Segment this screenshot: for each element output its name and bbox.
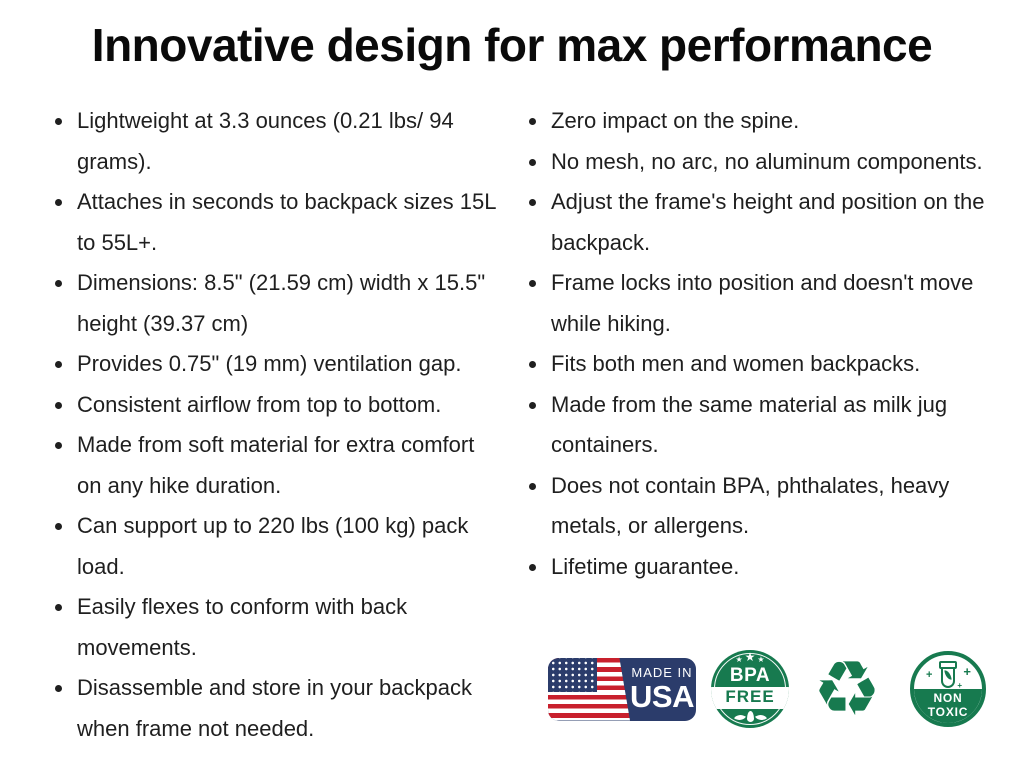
badge-row: MADE IN USA ★ ★ ★ BPA FREE ♻ + + + NON — [548, 650, 986, 728]
non-toxic-art: + + + — [914, 655, 982, 690]
feature-list-right: Zero impact on the spine.No mesh, no arc… — [527, 101, 1011, 587]
free-label: FREE — [725, 687, 775, 706]
sparkle-icon: + — [957, 681, 962, 690]
made-in-usa-label: MADE IN USA — [630, 658, 696, 721]
feature-list-left: Lightweight at 3.3 ounces (0.21 lbs/ 94 … — [53, 101, 498, 749]
feature-item: Provides 0.75" (19 mm) ventilation gap. — [75, 344, 498, 385]
feature-item: Dimensions: 8.5" (21.59 cm) width x 15.5… — [75, 263, 498, 344]
bpa-free-badge: ★ ★ ★ BPA FREE — [711, 650, 789, 728]
recycle-icon: ♻ — [812, 644, 882, 733]
feature-item: Lightweight at 3.3 ounces (0.21 lbs/ 94 … — [75, 101, 498, 182]
made-in-usa-badge: MADE IN USA — [548, 657, 696, 721]
feature-item: Lifetime guarantee. — [549, 547, 1011, 588]
toxic-text: TOXIC — [927, 704, 969, 719]
non-toxic-label: NON TOXIC — [914, 689, 982, 723]
non-toxic-badge: + + + NON TOXIC — [910, 651, 986, 727]
feature-item: Made from the same material as milk jug … — [549, 385, 1011, 466]
feature-item: Easily flexes to conform with back movem… — [75, 587, 498, 668]
feature-item: Can support up to 220 lbs (100 kg) pack … — [75, 506, 498, 587]
feature-item: Attaches in seconds to backpack sizes 15… — [75, 182, 498, 263]
feature-item: No mesh, no arc, no aluminum components. — [549, 142, 1011, 183]
sparkle-icon: + — [963, 664, 971, 679]
feature-item: Fits both men and women backpacks. — [549, 344, 1011, 385]
made-in-text: MADE IN — [631, 665, 693, 681]
feature-item: Made from soft material for extra comfor… — [75, 425, 498, 506]
free-band: FREE — [711, 687, 789, 709]
test-tube-icon — [939, 661, 957, 688]
feature-item: Adjust the frame's height and position o… — [549, 182, 1011, 263]
page-title: Innovative design for max performance — [91, 19, 933, 71]
non-text: NON — [933, 691, 963, 705]
feature-item: Disassemble and store in your backpack w… — [75, 668, 498, 749]
sparkle-icon: + — [926, 669, 933, 681]
feature-item: Frame locks into position and doesn't mo… — [549, 263, 1011, 344]
feature-item: Consistent airflow from top to bottom. — [75, 385, 498, 426]
usa-text: USA — [630, 678, 694, 714]
us-flag-icon — [548, 657, 630, 721]
feature-item: Does not contain BPA, phthalates, heavy … — [549, 466, 1011, 547]
feature-item: Zero impact on the spine. — [549, 101, 1011, 142]
flag-canton-stars — [548, 657, 598, 693]
